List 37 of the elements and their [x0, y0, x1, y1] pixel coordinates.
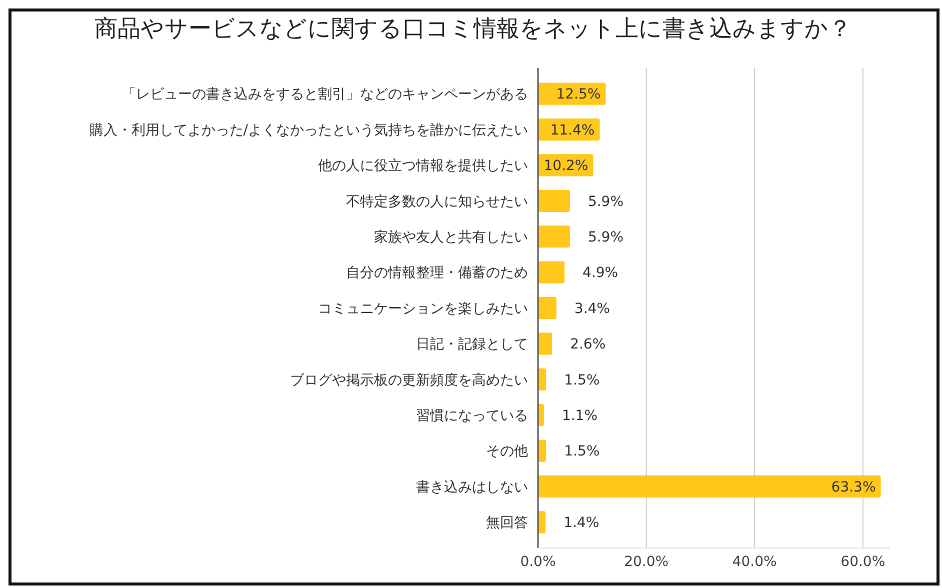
- bar: [538, 261, 565, 284]
- y-tick-label: コミュニケーションを楽しみたい: [318, 300, 528, 317]
- y-tick-label: 日記・記録として: [416, 336, 528, 353]
- y-tick-label: 家族や友人と共有したい: [374, 230, 528, 246]
- bar: [538, 296, 556, 320]
- y-tick-label: 習慣になっている: [416, 408, 528, 424]
- data-label: 5.9%: [588, 194, 624, 210]
- y-tick-label: ブログや掲示板の更新頻度を高めたい: [290, 372, 528, 388]
- y-tick-label: 無回答: [486, 515, 528, 532]
- y-tick-label: 自分の情報整理・備蓄のため: [346, 265, 528, 282]
- x-tick-label: 0.0%: [520, 554, 556, 570]
- data-label: 2.6%: [570, 336, 606, 353]
- y-tick-label: 不特定多数の人に知らせたい: [346, 194, 528, 210]
- bar: [538, 190, 570, 212]
- bar: [538, 332, 552, 355]
- y-tick-label: 「レビューの書き込みをすると割引」などのキャンペーンがある: [122, 86, 528, 103]
- y-tick-label: 書き込みはしない: [416, 479, 528, 496]
- data-label: 1.5%: [564, 372, 600, 388]
- bar: [538, 226, 570, 248]
- y-tick-label: 他の人に役立つ情報を提供したい: [318, 158, 528, 174]
- bar: [538, 475, 881, 498]
- y-tick-label: 購入・利用してよかった/よくなかったという気持ちを誰かに伝えたい: [89, 122, 528, 138]
- data-label: 12.5%: [556, 86, 601, 103]
- chart-title: 商品やサービスなどに関する口コミ情報をネット上に書き込みますか？: [94, 16, 852, 42]
- data-label: 63.3%: [831, 479, 876, 496]
- x-tick-label: 20.0%: [624, 554, 669, 570]
- data-label: 11.4%: [550, 122, 595, 138]
- x-tick-label: 40.0%: [732, 554, 777, 570]
- x-tick-label: 60.0%: [840, 554, 886, 570]
- data-label: 1.5%: [564, 444, 600, 460]
- data-label: 1.4%: [564, 515, 600, 532]
- data-label: 5.9%: [588, 230, 624, 246]
- data-label: 3.4%: [574, 300, 610, 317]
- data-label: 10.2%: [544, 158, 588, 174]
- data-label: 1.1%: [562, 408, 598, 424]
- y-tick-label: その他: [486, 444, 528, 460]
- data-label: 4.9%: [582, 265, 618, 282]
